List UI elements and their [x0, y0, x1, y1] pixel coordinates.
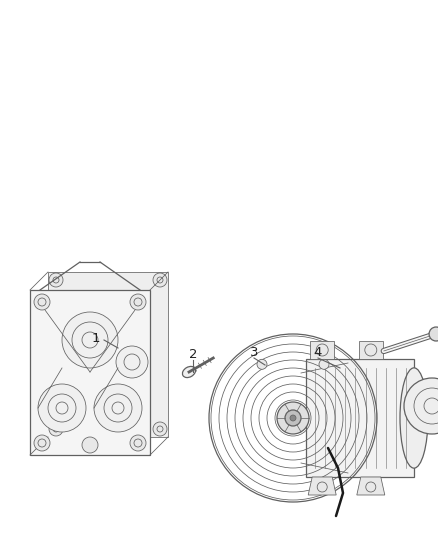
Circle shape — [130, 294, 146, 310]
Circle shape — [285, 410, 301, 426]
Circle shape — [277, 402, 309, 434]
Circle shape — [404, 378, 438, 434]
Circle shape — [116, 346, 148, 378]
Circle shape — [38, 384, 86, 432]
Circle shape — [82, 437, 98, 453]
Text: 3: 3 — [250, 345, 258, 359]
Circle shape — [49, 422, 63, 436]
Polygon shape — [308, 477, 336, 495]
Circle shape — [257, 359, 267, 369]
Circle shape — [319, 359, 329, 369]
Polygon shape — [306, 359, 414, 477]
Polygon shape — [30, 290, 150, 455]
Text: 2: 2 — [189, 349, 197, 361]
Text: 4: 4 — [314, 345, 322, 359]
Circle shape — [94, 384, 142, 432]
Ellipse shape — [400, 368, 428, 468]
Polygon shape — [310, 341, 334, 359]
Circle shape — [62, 312, 118, 368]
Circle shape — [34, 435, 50, 451]
Circle shape — [34, 294, 50, 310]
Text: 1: 1 — [92, 332, 100, 344]
Circle shape — [153, 273, 167, 287]
Circle shape — [153, 422, 167, 436]
Polygon shape — [359, 341, 383, 359]
Circle shape — [429, 327, 438, 341]
Polygon shape — [48, 272, 168, 437]
Circle shape — [130, 435, 146, 451]
Polygon shape — [357, 477, 385, 495]
Ellipse shape — [183, 366, 195, 377]
Circle shape — [290, 415, 296, 421]
Circle shape — [49, 273, 63, 287]
